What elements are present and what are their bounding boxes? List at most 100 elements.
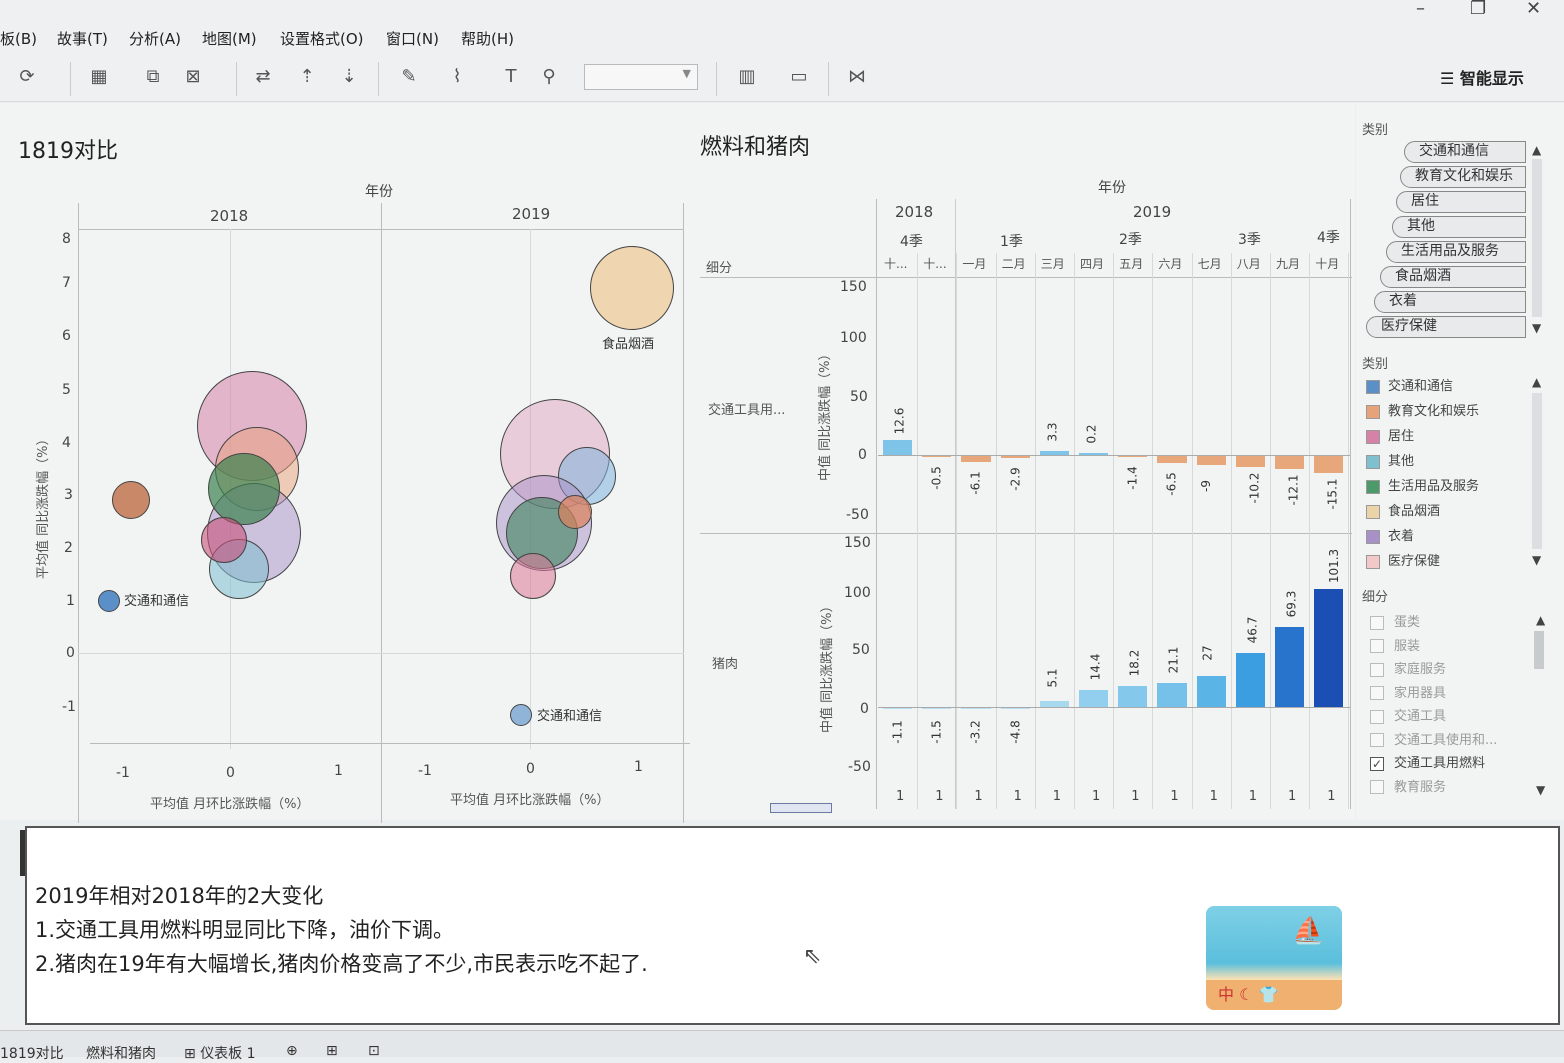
bubble-2018-health[interactable] — [201, 517, 247, 563]
pork-bar[interactable] — [1157, 682, 1187, 707]
bubble-2019-education[interactable] — [558, 495, 592, 529]
menu-dashboard[interactable]: 板(B) — [0, 30, 37, 48]
filter-item[interactable]: 教育服务 — [1370, 776, 1446, 795]
tab-fuel-pork[interactable]: 燃料和猪肉 — [86, 1046, 156, 1062]
fuel-bar[interactable] — [1275, 455, 1305, 470]
pork-bar[interactable] — [1196, 675, 1226, 707]
presentation-icon[interactable]: ▭ — [790, 66, 808, 87]
filter-item[interactable]: 交通工具使用和... — [1370, 729, 1497, 748]
fuel-bar[interactable] — [922, 455, 952, 457]
filter-item[interactable]: 交通工具 — [1370, 705, 1446, 724]
duplicate-sheet-icon[interactable]: ⧉ — [146, 66, 160, 87]
highlight-icon[interactable]: ✎ — [401, 66, 417, 87]
tab-dashboard-1[interactable]: ⊞ 仪表板 1 — [184, 1043, 256, 1063]
restore-icon[interactable]: ❐ — [1470, 0, 1487, 19]
menu-help[interactable]: 帮助(H) — [461, 30, 514, 48]
bubble-2018-daily-goods[interactable] — [208, 453, 280, 525]
refresh-icon[interactable]: ⟳ — [19, 66, 35, 87]
pork-bar[interactable] — [1079, 690, 1109, 707]
size-legend-item[interactable]: 居住 — [1396, 191, 1526, 213]
scroll-up-icon[interactable]: ▲ — [1536, 613, 1546, 627]
fuel-bar[interactable] — [1118, 455, 1148, 457]
fit-dropdown[interactable]: ▼ — [584, 64, 698, 90]
size-legend-item[interactable]: 交通和通信 — [1404, 141, 1526, 163]
filter-item[interactable]: 家用器具 — [1370, 682, 1446, 701]
fuel-bar[interactable] — [1196, 455, 1226, 466]
fuel-bar[interactable] — [883, 440, 913, 455]
pork-bar[interactable] — [922, 707, 952, 709]
close-window-icon[interactable]: ✕ — [1526, 0, 1542, 19]
tab-1819-compare[interactable]: 1819对比 — [0, 1046, 64, 1062]
filter-item[interactable]: 服装 — [1370, 635, 1420, 654]
pork-bar[interactable] — [883, 707, 913, 709]
color-legend-item[interactable]: 食品烟酒 — [1366, 500, 1440, 519]
pork-bar[interactable] — [1039, 701, 1069, 707]
menu-story[interactable]: 故事(T) — [57, 30, 108, 48]
fuel-bar[interactable] — [1000, 455, 1030, 459]
filter-checkbox[interactable] — [1370, 639, 1384, 653]
bubble-2018-education[interactable] — [112, 481, 150, 519]
new-story-tab-icon[interactable]: ⊡ — [368, 1043, 380, 1059]
color-legend-item[interactable]: 医疗保健 — [1366, 550, 1440, 569]
ime-status-widget[interactable]: ⛵ 中 ☾ 👕 — [1206, 906, 1342, 1010]
fuel-bar[interactable] — [1157, 455, 1187, 463]
pork-bar[interactable] — [1235, 652, 1265, 707]
scroll-down-icon[interactable]: ▼ — [1536, 783, 1546, 797]
new-worksheet-icon[interactable]: ▦ — [90, 66, 108, 87]
menu-map[interactable]: 地图(M) — [202, 30, 257, 48]
new-worksheet-tab-icon[interactable]: ⊕ — [286, 1043, 298, 1059]
filter-checkbox[interactable] — [1370, 615, 1384, 630]
scroll-up-icon[interactable]: ▲ — [1532, 143, 1542, 157]
size-legend-item[interactable]: 食品烟酒 — [1380, 266, 1526, 288]
swap-icon[interactable]: ⇄ — [255, 66, 271, 87]
fuel-bar[interactable] — [1039, 451, 1069, 455]
pork-bar[interactable] — [1314, 589, 1344, 707]
filter-checkbox[interactable] — [1370, 780, 1384, 794]
filter-checkbox[interactable] — [1370, 733, 1384, 747]
sort-descending-icon[interactable]: ⇣ — [341, 66, 357, 87]
attach-icon[interactable]: ⌇ — [452, 66, 462, 87]
clear-sheet-icon[interactable]: ⊠ — [185, 66, 201, 87]
pork-bar[interactable] — [1275, 626, 1305, 707]
filter-item[interactable]: 家庭服务 — [1370, 658, 1446, 677]
color-legend-item[interactable]: 交通和通信 — [1366, 375, 1453, 394]
color-legend-item[interactable]: 教育文化和娱乐 — [1366, 400, 1479, 419]
sort-ascending-icon[interactable]: ⇡ — [299, 66, 315, 87]
panel-resize-handle[interactable] — [770, 803, 832, 813]
bubble-2019-food[interactable] — [590, 246, 674, 330]
bubble-2019-health[interactable] — [510, 553, 556, 599]
filter-checkbox[interactable]: ✓ — [1370, 756, 1384, 771]
label-icon[interactable]: T — [505, 66, 517, 87]
bubble-2018-transport[interactable] — [98, 590, 120, 612]
filter-checkbox[interactable] — [1370, 686, 1384, 700]
pork-bar[interactable] — [1118, 685, 1148, 707]
size-legend-item[interactable]: 生活用品及服务 — [1386, 241, 1526, 263]
fuel-bar[interactable] — [961, 455, 991, 463]
fuel-bar[interactable] — [1235, 455, 1265, 467]
filter-checkbox[interactable] — [1370, 662, 1384, 677]
size-legend-item[interactable]: 其他 — [1392, 216, 1526, 238]
pin-icon[interactable]: ⚲ — [542, 66, 556, 87]
pork-bar[interactable] — [1000, 707, 1030, 709]
bubble-2019-transport[interactable] — [510, 704, 532, 726]
scroll-down-icon[interactable]: ▼ — [1532, 321, 1542, 335]
color-legend-item[interactable]: 其他 — [1366, 450, 1414, 469]
show-cards-icon[interactable]: ▥ — [738, 66, 756, 87]
scroll-down-icon[interactable]: ▼ — [1532, 553, 1542, 567]
fuel-bar[interactable] — [1314, 455, 1344, 473]
fuel-bar[interactable] — [1079, 453, 1109, 455]
size-legend-item[interactable]: 教育文化和娱乐 — [1400, 166, 1526, 188]
menu-window[interactable]: 窗口(N) — [386, 30, 439, 48]
size-legend-item[interactable]: 衣着 — [1374, 291, 1526, 313]
share-icon[interactable]: ⋈ — [848, 66, 866, 87]
show-me-button[interactable]: ☰ 智能显示 — [1440, 65, 1524, 89]
color-legend-item[interactable]: 居住 — [1366, 425, 1414, 444]
scroll-up-icon[interactable]: ▲ — [1532, 375, 1542, 389]
filter-item[interactable]: 蛋类 — [1370, 611, 1420, 630]
size-legend-item[interactable]: 医疗保健 — [1366, 316, 1526, 338]
minimize-icon[interactable]: – — [1416, 0, 1425, 19]
menu-format[interactable]: 设置格式(O) — [280, 30, 364, 48]
filter-checkbox[interactable] — [1370, 709, 1384, 724]
color-legend-item[interactable]: 衣着 — [1366, 525, 1414, 544]
color-legend-item[interactable]: 生活用品及服务 — [1366, 475, 1479, 494]
